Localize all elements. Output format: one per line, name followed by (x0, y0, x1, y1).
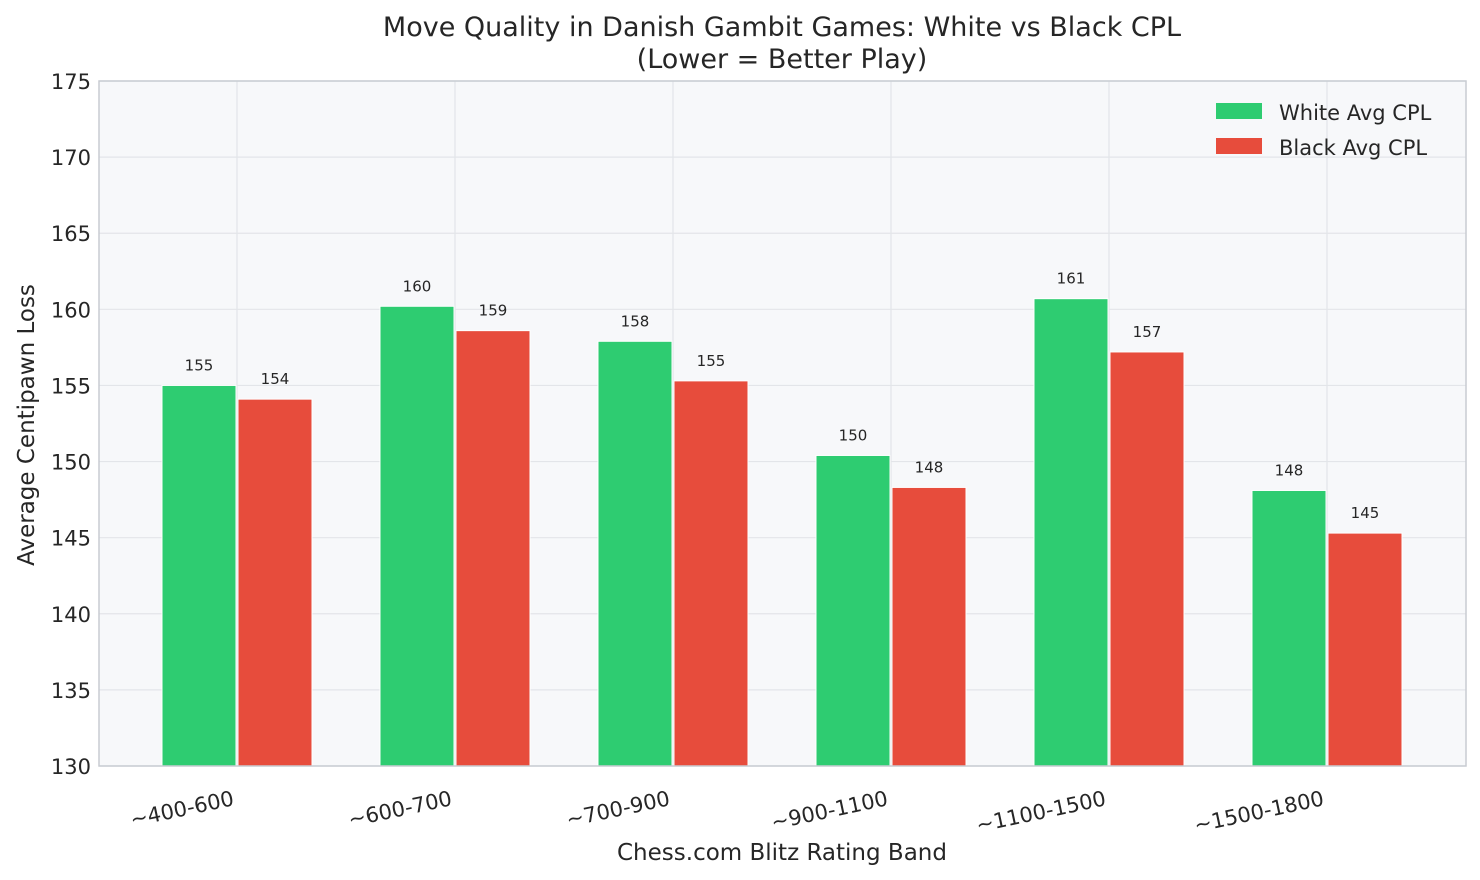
y-tick-label: 165 (51, 222, 91, 246)
plot-frame (98, 80, 1467, 767)
y-tick-label: 155 (51, 374, 91, 398)
bar-value-label: 145 (1351, 504, 1380, 522)
y-tick-label: 135 (51, 679, 91, 703)
x-axis-label: Chess.com Blitz Rating Band (617, 840, 947, 866)
bar-black (455, 330, 531, 767)
bar-white (1033, 298, 1109, 767)
legend-label-black: Black Avg CPL (1279, 136, 1427, 160)
bar-white (815, 454, 891, 767)
bar-black (673, 380, 749, 767)
bar-white (597, 340, 673, 767)
x-tick-label: ~1100-1500 (974, 786, 1108, 837)
bar-value-label: 157 (1133, 323, 1162, 341)
bar-value-label: 160 (403, 277, 432, 295)
y-tick-label: 160 (51, 298, 91, 322)
y-tick-label: 150 (51, 451, 91, 475)
legend: White Avg CPL Black Avg CPL (1216, 101, 1432, 160)
y-tick-label: 175 (51, 70, 91, 94)
bar-white (161, 384, 237, 767)
bar-value-label: 148 (1275, 461, 1304, 479)
bar-value-label: 148 (915, 458, 944, 476)
bar-black (1327, 532, 1403, 767)
plot-area (99, 81, 1466, 766)
bar-white (379, 305, 455, 767)
y-tick-label: 170 (51, 146, 91, 170)
legend-label-white: White Avg CPL (1279, 101, 1432, 125)
y-axis-label: Average Centipawn Loss (14, 284, 40, 566)
chart-subtitle: (Lower = Better Play) (637, 44, 928, 75)
bar-black (1109, 351, 1185, 767)
x-tick-label: ~600-700 (346, 786, 454, 831)
bar-value-label: 155 (185, 356, 214, 374)
bar-white (1251, 489, 1327, 767)
x-tick-label: ~700-900 (564, 786, 672, 831)
x-tick-label: ~400-600 (128, 786, 236, 831)
y-tick-label: 140 (51, 603, 91, 627)
bar-value-label: 161 (1057, 270, 1086, 288)
bars (161, 298, 1403, 767)
bar-black (891, 486, 967, 767)
bar-value-label: 158 (621, 312, 650, 330)
bar-value-label: 150 (839, 426, 868, 444)
x-tick-label: ~900-1100 (769, 786, 890, 834)
y-axis-ticks: 130 135 140 145 150 155 160 165 170 175 (51, 70, 91, 779)
bar-value-label: 154 (261, 370, 290, 388)
legend-swatch-white (1216, 103, 1262, 119)
bar-value-label: 155 (697, 352, 726, 370)
x-tick-label: ~1500-1800 (1192, 786, 1326, 837)
bar-black (237, 398, 313, 767)
bar-value-label: 159 (479, 302, 508, 320)
x-axis-ticks: ~400-600 ~600-700 ~700-900 ~900-1100 ~1100-1… (128, 786, 1326, 837)
y-tick-label: 145 (51, 527, 91, 551)
chart-title: Move Quality in Danish Gambit Games: Whi… (383, 12, 1181, 43)
y-tick-label: 130 (51, 755, 91, 779)
legend-swatch-black (1216, 138, 1262, 154)
bar-value-labels: 155 160 158 150 161 148 154 159 155 148 157 145 (185, 270, 1380, 522)
